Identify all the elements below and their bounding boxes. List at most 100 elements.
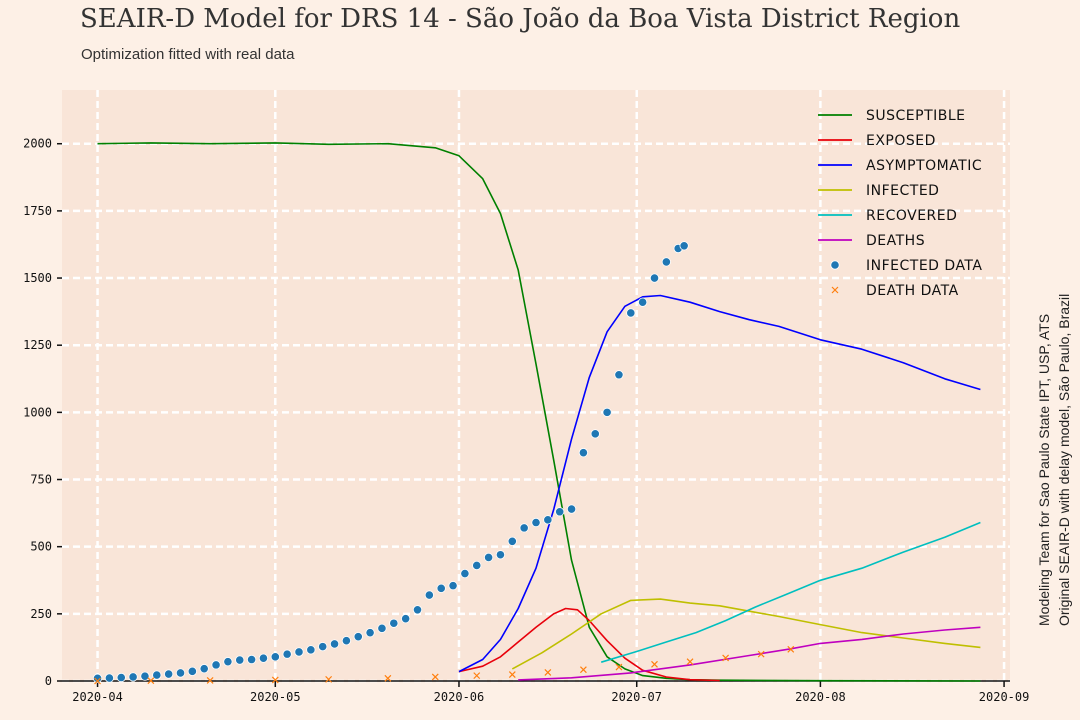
series-recovered-line: [600, 521, 981, 663]
series-infected-data-point-9: [199, 664, 209, 674]
series-infected-data-point-32: [472, 560, 482, 571]
series-death-data-point-9: [544, 668, 552, 676]
series-death-data-point-16: [787, 645, 795, 653]
series-exposed-line: [458, 607, 720, 682]
series-death-data-point-0: [94, 677, 101, 685]
series-infected-data-point-31: [460, 568, 470, 579]
series-infected-data-point-22: [353, 632, 363, 642]
y-tick-label-5: 1250: [23, 338, 52, 352]
series-infected-data-point-20: [329, 639, 340, 649]
series-infected-data-point-12: [235, 655, 245, 665]
series-death-data-point-11: [615, 663, 623, 671]
series-infected-data-point-28: [424, 590, 434, 600]
chart-title: SEAIR-D Model for DRS 14 - São João da B…: [80, 4, 961, 34]
series-infected-data-point-13: [247, 654, 257, 665]
series-death-data-point-8: [508, 671, 516, 678]
series-infected-data-point-16: [282, 649, 292, 659]
x-tick-label-2: 2020-06: [434, 690, 485, 704]
series-death-data-point-5: [384, 674, 392, 682]
legend-infected-data-swatch: [830, 260, 840, 270]
series-death-data-point-13: [686, 658, 694, 666]
series-infected-data-point-40: [566, 504, 577, 514]
x-tick-label-0: 2020-04: [72, 690, 123, 704]
series-infected-data-point-5: [152, 670, 162, 680]
series-death-data-point-2: [206, 677, 214, 684]
legend-susceptible-label: SUSCEPTIBLE: [866, 108, 966, 124]
series-infected-data-point-3: [128, 672, 138, 682]
series-infected-data-point-18: [306, 645, 316, 655]
series-infected-data-point-29: [436, 583, 446, 593]
series-infected-data-point-44: [614, 370, 624, 380]
series-infected-data-point-45: [626, 308, 636, 318]
plot-area: [62, 90, 1010, 681]
y-tick-label-4: 1000: [23, 405, 52, 419]
series-infected-data-point-37: [531, 517, 541, 528]
series-infected-data-point-43: [602, 407, 612, 417]
series-infected-data-point-24: [377, 623, 387, 633]
series-death-data-point-4: [325, 675, 333, 683]
series-infected-data-point-11: [223, 657, 233, 667]
y-tick-label-7: 1750: [23, 204, 52, 218]
legend-infected-label: INFECTED: [866, 183, 939, 199]
series-death-data-point-10: [579, 666, 587, 674]
series-infected-data-point-38: [543, 515, 553, 525]
series-infected-data-point-10: [211, 660, 221, 670]
series-infected-data-point-17: [294, 647, 304, 657]
series-infected-data-point-34: [495, 550, 506, 560]
series-infected-data-point-15: [270, 652, 280, 662]
y-tick-label-3: 750: [30, 473, 52, 487]
series-infected-data-point-23: [365, 628, 375, 638]
series-asymptomatic-line: [458, 294, 981, 673]
side-note-model: Original SEAIR-D with delay model, São P…: [1056, 293, 1072, 626]
series-infected-data-point-26: [401, 614, 411, 624]
x-tick-label-1: 2020-05: [250, 690, 301, 704]
series-infected-data-point-19: [318, 642, 328, 652]
series-death-data-point-15: [757, 650, 765, 658]
series-infected-data-point-21: [341, 636, 351, 646]
series-death-data-point-3: [271, 676, 279, 684]
series-infected-data-point-4: [140, 671, 150, 681]
legend-exposed-label: EXPOSED: [866, 133, 936, 149]
series-infected-data-point-48: [661, 257, 671, 267]
legend-deaths-label: DEATHS: [866, 233, 925, 249]
series-infected-data-point-41: [578, 448, 589, 458]
series-infected-data-point-2: [116, 672, 126, 683]
series-infected-data-point-35: [507, 536, 517, 546]
series-infected-data-point-14: [258, 653, 269, 663]
series-infected-data-point-1: [104, 673, 115, 683]
legend-recovered-label: RECOVERED: [866, 208, 957, 224]
y-tick-label-2: 500: [30, 540, 52, 554]
series-infected-data-point-8: [187, 666, 197, 676]
series-infected-data-point-25: [389, 618, 399, 628]
y-tick-label-0: 0: [45, 674, 52, 688]
series-death-data-point-7: [473, 672, 481, 680]
y-tick-label-8: 2000: [23, 137, 52, 151]
legend-infected-data-label: INFECTED DATA: [866, 258, 982, 274]
chart-subtitle: Optimization fitted with real data: [81, 46, 295, 63]
series-infected-data-point-42: [590, 429, 600, 439]
series-death-data-point-12: [651, 660, 658, 668]
y-tick-label-6: 1500: [23, 271, 52, 285]
series-infected-data-point-47: [649, 273, 660, 283]
legend-death-data-swatch: [831, 286, 839, 294]
series-death-data-point-6: [431, 673, 439, 681]
series-infected-data-point-36: [519, 523, 529, 533]
series-susceptible-line: [97, 142, 981, 682]
legend-asymptomatic-label: ASYMPTOMATIC: [866, 158, 982, 174]
series-death-data-point-1: [147, 677, 155, 685]
series-infected-data-point-6: [164, 669, 174, 679]
series-infected-data-point-39: [555, 507, 565, 517]
x-tick-label-4: 2020-08: [795, 690, 846, 704]
series-death-data-point-14: [722, 654, 730, 662]
series-infected-data-point-30: [448, 581, 458, 591]
series-infected-data-point-33: [483, 552, 494, 563]
series-infected-data-point-27: [412, 605, 423, 615]
series-infected-data-point-46: [638, 297, 648, 307]
x-tick-label-3: 2020-07: [611, 690, 662, 704]
legend-death-data-label: DEATH DATA: [866, 283, 959, 299]
side-note-credits: Modeling Team for Sao Paulo State IPT, U…: [1036, 313, 1052, 626]
series-infected-data-point-7: [175, 668, 186, 678]
y-tick-label-1: 250: [30, 607, 52, 621]
series-infected-data-point-50: [679, 241, 689, 251]
